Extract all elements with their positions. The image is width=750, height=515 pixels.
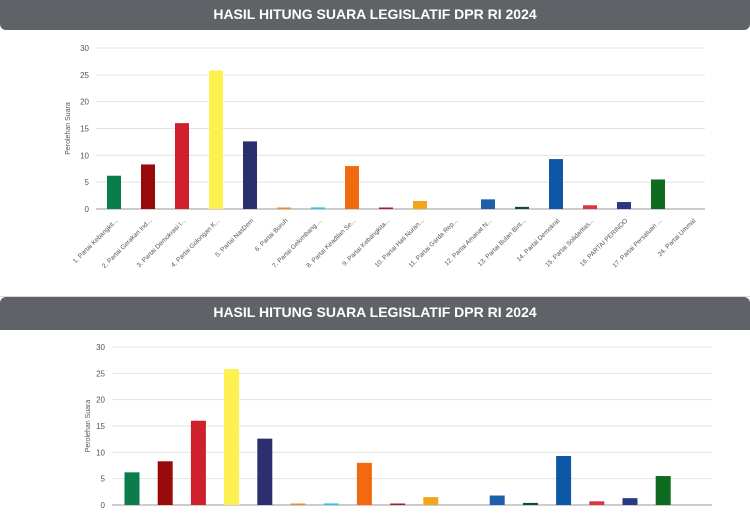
y-tick-label: 20 (96, 396, 105, 405)
y-tick-label: 0 (85, 205, 90, 214)
bar (141, 164, 155, 209)
chart-title: HASIL HITUNG SUARA LEGISLATIF DPR RI 202… (0, 0, 750, 30)
y-tick-label: 15 (96, 422, 105, 431)
bar (583, 205, 597, 209)
bar (481, 199, 495, 209)
chart-panel-top: HASIL HITUNG SUARA LEGISLATIF DPR RI 202… (0, 0, 750, 270)
y-tick-label: 10 (96, 448, 105, 457)
y-tick-label: 0 (101, 501, 106, 510)
bar (311, 207, 325, 209)
bar (224, 369, 240, 505)
bar (290, 503, 306, 505)
bar (655, 476, 671, 505)
bar (107, 175, 121, 209)
y-axis-label: Perolehan Suara (65, 102, 72, 155)
y-axis-label: Perolehan Suara (85, 400, 92, 453)
x-tick-label: 5. Partai NasDem (214, 217, 255, 258)
bar (617, 202, 631, 209)
bar (257, 438, 273, 505)
bar (622, 498, 638, 505)
y-tick-label: 10 (80, 151, 89, 160)
y-tick-label: 5 (101, 475, 106, 484)
bar (390, 503, 406, 505)
chart-panel-bottom: HASIL HITUNG SUARA LEGISLATIF DPR RI 202… (0, 296, 750, 515)
bar (356, 462, 372, 505)
bar (190, 420, 206, 505)
bar (323, 503, 339, 505)
y-tick-label: 15 (80, 125, 89, 134)
bar (556, 456, 572, 505)
y-tick-label: 5 (85, 178, 90, 187)
bar (175, 123, 189, 209)
bar (522, 502, 538, 505)
bar (277, 207, 291, 209)
y-tick-label: 25 (80, 71, 89, 80)
bar-chart-bottom: 0 5 10 15 20 25 30 Perolehan Suara (85, 343, 712, 510)
chart-title: HASIL HITUNG SUARA LEGISLATIF DPR RI 202… (0, 297, 750, 330)
bar (379, 207, 393, 209)
bar (413, 200, 427, 209)
bar (589, 501, 605, 505)
bar (423, 497, 439, 505)
bar (243, 141, 257, 209)
bar (124, 472, 140, 505)
bar (209, 70, 223, 209)
y-tick-label: 30 (96, 343, 105, 352)
x-tick-label: 24. Partai Ummat (657, 217, 698, 258)
bar (345, 166, 359, 209)
x-tick-label: 6. Partai Buruh (254, 217, 290, 253)
bar (157, 461, 173, 505)
bar (515, 206, 529, 209)
y-tick-label: 20 (80, 98, 89, 107)
bar (489, 495, 505, 505)
y-tick-label: 30 (80, 44, 89, 53)
y-tick-label: 25 (96, 369, 105, 378)
bar (651, 179, 665, 209)
bar (549, 159, 563, 209)
